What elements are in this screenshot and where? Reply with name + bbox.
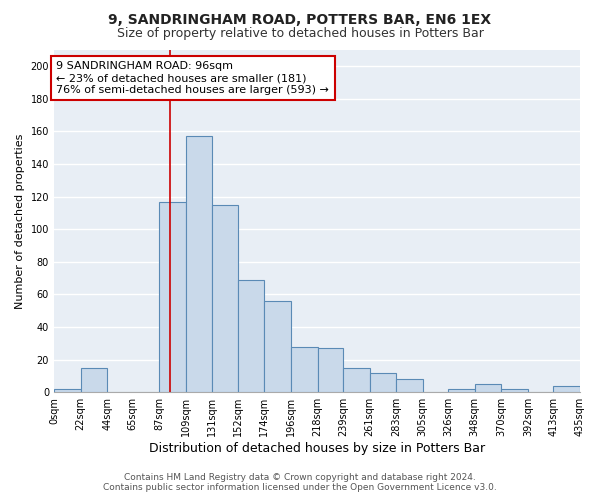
- Bar: [343, 368, 370, 392]
- Bar: [475, 384, 502, 392]
- Text: 9 SANDRINGHAM ROAD: 96sqm
← 23% of detached houses are smaller (181)
76% of semi: 9 SANDRINGHAM ROAD: 96sqm ← 23% of detac…: [56, 62, 329, 94]
- Bar: [186, 136, 212, 392]
- Text: 9, SANDRINGHAM ROAD, POTTERS BAR, EN6 1EX: 9, SANDRINGHAM ROAD, POTTERS BAR, EN6 1E…: [109, 12, 491, 26]
- Bar: [370, 372, 396, 392]
- Bar: [553, 386, 580, 392]
- Bar: [265, 301, 291, 392]
- Bar: [291, 346, 317, 392]
- Bar: [448, 389, 475, 392]
- Bar: [502, 389, 528, 392]
- Bar: [159, 202, 186, 392]
- Bar: [80, 368, 107, 392]
- Bar: [238, 280, 265, 392]
- Bar: [396, 379, 423, 392]
- Bar: [317, 348, 343, 392]
- Bar: [212, 205, 238, 392]
- Bar: [54, 389, 80, 392]
- Text: Size of property relative to detached houses in Potters Bar: Size of property relative to detached ho…: [116, 28, 484, 40]
- Y-axis label: Number of detached properties: Number of detached properties: [15, 134, 25, 309]
- X-axis label: Distribution of detached houses by size in Potters Bar: Distribution of detached houses by size …: [149, 442, 485, 455]
- Text: Contains HM Land Registry data © Crown copyright and database right 2024.
Contai: Contains HM Land Registry data © Crown c…: [103, 473, 497, 492]
